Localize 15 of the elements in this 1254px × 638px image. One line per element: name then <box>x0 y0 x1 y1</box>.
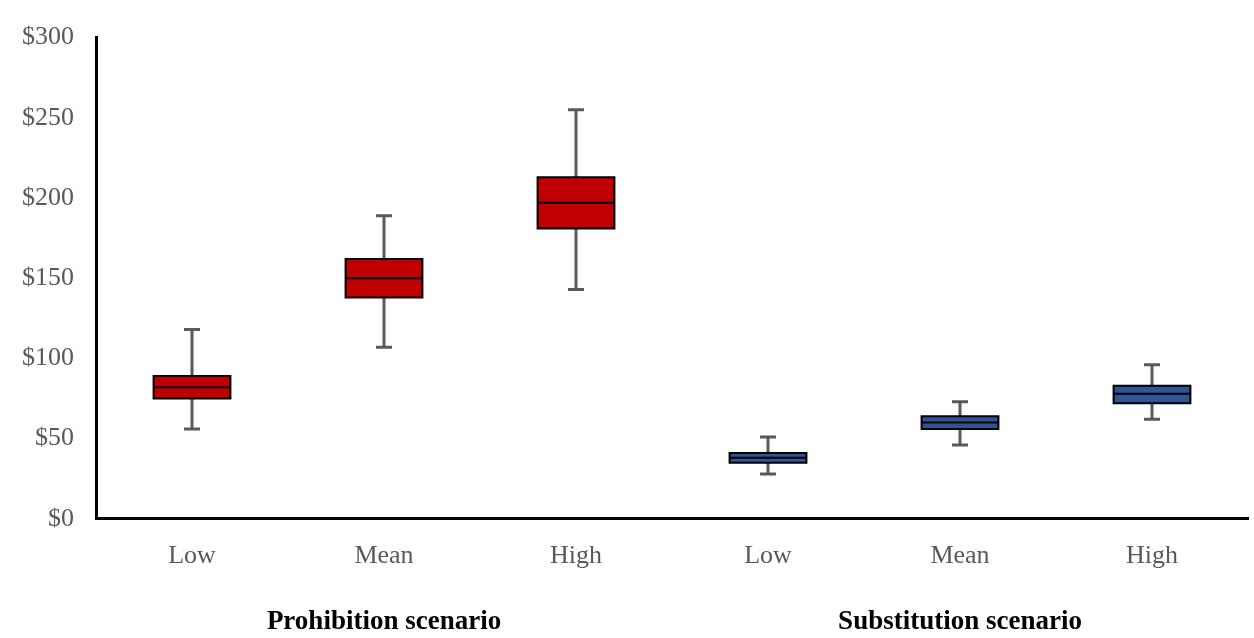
x-tick-label: High <box>1126 540 1178 570</box>
y-tick-label: $250 <box>22 101 74 131</box>
x-tick-label: Mean <box>930 540 990 570</box>
x-tick-label: Low <box>744 540 793 570</box>
y-tick-label: $300 <box>22 21 74 51</box>
y-tick-label: $0 <box>48 502 74 532</box>
y-tick-label: $150 <box>22 262 74 292</box>
y-tick-label: $200 <box>22 181 74 211</box>
x-tick-label: Mean <box>354 540 414 570</box>
text: Prohibition scenario <box>266 604 502 635</box>
x-tick-label: High <box>550 540 602 570</box>
y-tick-label: $50 <box>35 422 74 452</box>
y-tick-label: $100 <box>22 342 74 372</box>
x-tick-label: Low <box>168 540 217 570</box>
text: Substitution scenario <box>838 604 1082 635</box>
